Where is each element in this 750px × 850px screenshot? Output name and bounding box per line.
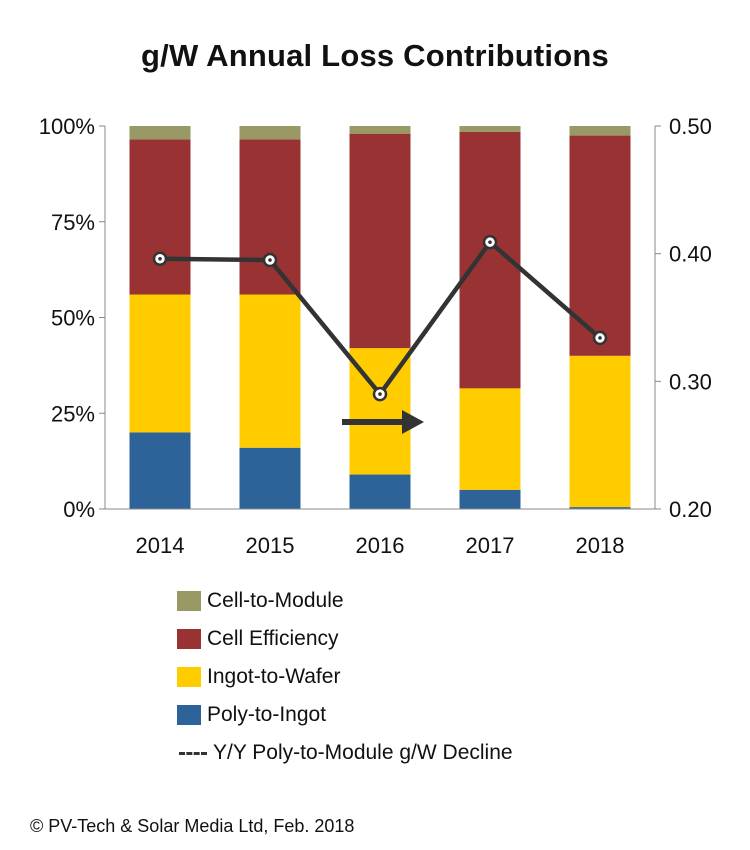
y-left-tick-label: 75% [51,210,95,235]
chart-legend: Cell-to-Module Cell Efficiency Ingot-to-Wa… [177,582,513,772]
bar-cell-to-module-2014 [129,126,191,140]
y-left-tick-label: 25% [51,401,95,426]
bar-cell-efficiency-2018 [569,135,631,356]
line-point-dot-2015 [268,258,272,262]
line-point-dot-2017 [488,240,492,244]
bar-ingot-to-wafer-2014 [129,294,191,433]
y-right-tick-label: 0.20 [669,497,712,522]
bar-ingot-to-wafer-2017 [459,388,521,490]
legend-label: Poly-to-Ingot [207,703,327,726]
copyright-footer: © PV-Tech & Solar Media Ltd, Feb. 2018 [30,816,355,836]
bar-poly-to-ingot-2014 [129,432,191,509]
x-tick-label: 2017 [466,533,515,558]
x-tick-label: 2014 [136,533,185,558]
y-left-tick-label: 50% [51,306,95,331]
legend-swatch [177,743,209,763]
bar-cell-to-module-2018 [569,126,631,136]
y-left-tick-label: 100% [39,114,95,139]
bar-poly-to-ingot-2017 [459,489,521,509]
chart-plot: 0% 25% 50% 75% 100% 0.20 0.30 0.40 0.50 2014 2015 2… [39,114,712,558]
legend-item-poly-to-ingot: Poly-to-Ingot [177,696,513,734]
legend-swatch [177,591,201,611]
x-tick-label: 2018 [576,533,625,558]
line-point-dot-2016 [378,392,382,396]
legend-item-y-y-poly-to-module-g-w-decline: Y/Y Poly-to-Module g/W Decline [177,734,513,772]
y-right-tick-label: 0.50 [669,114,712,139]
y-left-tick-label: 0% [63,497,95,522]
bar-cell-efficiency-2014 [129,139,191,295]
bar-ingot-to-wafer-2015 [239,294,301,448]
line-point-dot-2018 [598,336,602,340]
bar-cell-to-module-2017 [459,126,521,132]
bar-poly-to-ingot-2016 [349,474,411,509]
line-point-dot-2014 [158,256,162,261]
legend-swatch [177,667,201,687]
legend-swatch [177,629,201,649]
legend-item-cell-efficiency: Cell Efficiency [177,620,513,658]
legend-label: Y/Y Poly-to-Module g/W Decline [213,741,513,764]
bar-cell-to-module-2016 [349,126,411,134]
x-tick-label: 2016 [356,533,405,558]
y-right-tick-label: 0.30 [669,369,712,394]
legend-item-ingot-to-wafer: Ingot-to-Wafer [177,658,513,696]
bar-poly-to-ingot-2018 [569,507,631,509]
bar-poly-to-ingot-2015 [239,447,301,509]
x-tick-label: 2015 [246,533,295,558]
bar-cell-to-module-2015 [239,126,301,140]
legend-item-cell-to-module: Cell-to-Module [177,582,513,620]
annotation-arrow-head [402,410,424,434]
legend-label: Cell-to-Module [207,589,344,612]
y-right-tick-label: 0.40 [669,242,712,267]
legend-label: Ingot-to-Wafer [207,665,341,688]
bar-ingot-to-wafer-2018 [569,355,631,508]
bar-cell-efficiency-2015 [239,139,301,295]
legend-swatch [177,705,201,725]
chart-title: g/W Annual Loss Contributions [141,38,609,73]
legend-label: Cell Efficiency [207,627,339,650]
bar-cell-efficiency-2016 [349,133,411,349]
